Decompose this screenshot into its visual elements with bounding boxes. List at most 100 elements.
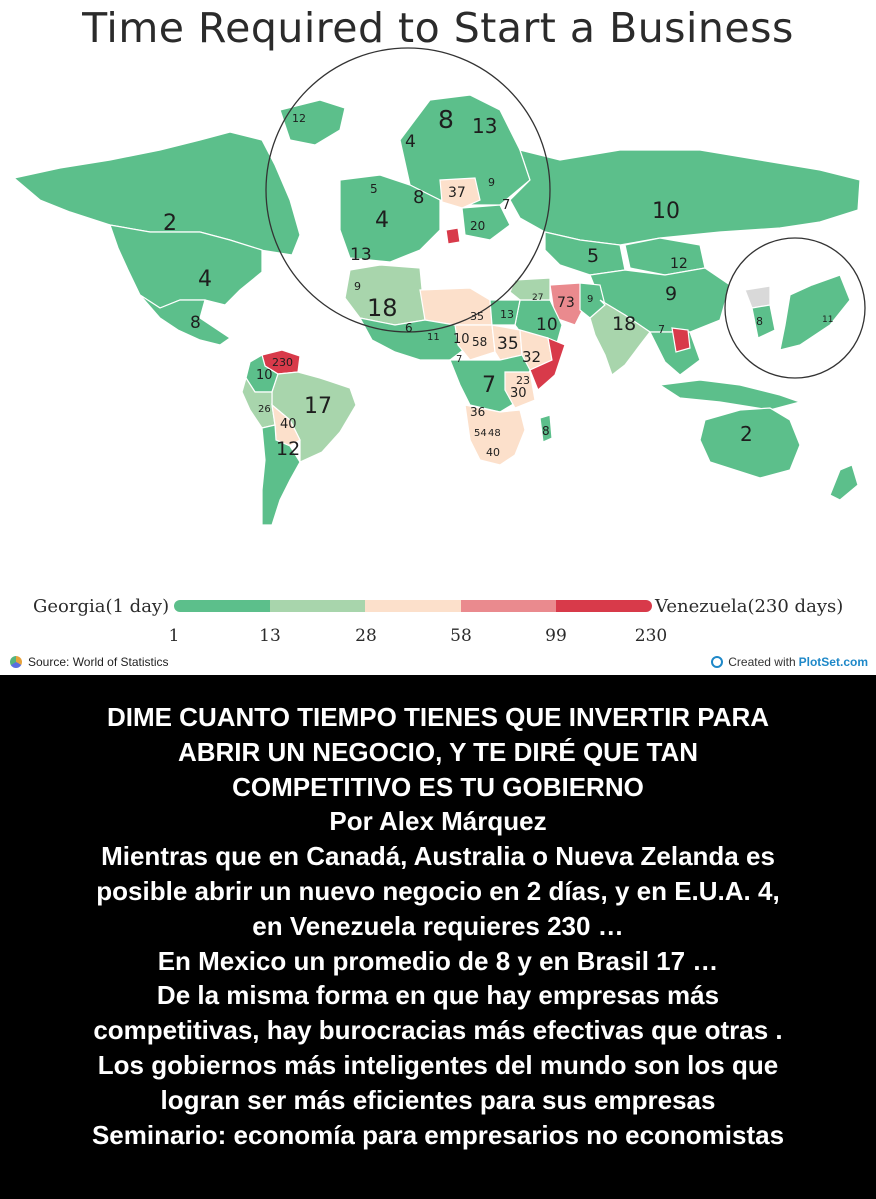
caption-line: De la misma forma en que hay empresas má… [156, 980, 720, 1011]
region-argentina [261, 424, 301, 526]
legend-segment-5 [556, 600, 652, 612]
credit-prefix: Created with [728, 655, 796, 669]
caption-line: en Venezuela requieres 230 … [252, 910, 624, 941]
credit-brand-link[interactable]: PlotSet.com [798, 655, 868, 669]
label-angola: 36 [470, 405, 485, 419]
legend-tick: 99 [545, 626, 567, 646]
plotset-logo-icon [711, 656, 724, 668]
map-panel: 2 4 8 12 230 10 17 26 40 12 4 8 13 5 8 3… [0, 0, 876, 675]
label-mongolia: 12 [670, 256, 688, 272]
region-east-africa [504, 371, 536, 409]
region-australia [699, 407, 801, 479]
caption-line: Los gobiernos más inteligentes del mundo… [97, 1049, 779, 1080]
east-asia-inset-circle [724, 237, 866, 379]
caption-line: COMPETITIVO ES TU GOBIERNO [232, 771, 644, 802]
label-saudi: 10 [536, 315, 558, 335]
label-colombia: 10 [256, 368, 273, 383]
source-text: Source: World of Statistics [28, 655, 169, 669]
label-greenland: 12 [292, 112, 306, 125]
region-russia [509, 149, 861, 246]
label-south-africa: 40 [486, 446, 500, 459]
label-ukraine: 20 [470, 219, 485, 233]
label-myanmar: 7 [658, 323, 665, 336]
region-west-africa [358, 317, 471, 361]
caption-line: En Mexico un promedio de 8 y en Brasil 1… [157, 945, 719, 976]
label-brazil: 17 [304, 394, 332, 419]
region-southern-africa [464, 404, 526, 466]
caption-line: Mientras que en Canadá, Australia o Nuev… [101, 841, 775, 872]
label-west-africa: 6 [405, 321, 413, 335]
label-usa: 4 [198, 267, 212, 292]
label-libya: 35 [470, 310, 484, 323]
label-ethiopia: 32 [522, 348, 541, 366]
caption-text-block: DIME CUANTO TIEMPO TIENES QUE INVERTIR P… [0, 700, 876, 1152]
region-korea [744, 285, 771, 309]
source-line: Source: World of Statistics [10, 655, 169, 669]
label-car: 58 [472, 335, 487, 349]
label-sudan: 35 [497, 334, 519, 354]
legend-segment-4 [460, 600, 557, 612]
region-mideast [509, 277, 551, 301]
region-mexico [139, 294, 232, 346]
label-madagascar: 8 [542, 424, 550, 438]
label-argentina: 12 [276, 438, 300, 460]
label-spain: 9 [354, 280, 361, 293]
label-uk: 5 [370, 182, 378, 196]
label-bolivia: 40 [280, 417, 297, 432]
label-germany: 8 [413, 187, 424, 208]
legend-min-label: Georgia(1 day) [33, 596, 170, 617]
caption-line: DIME CUANTO TIEMPO TIENES QUE INVERTIR P… [106, 702, 770, 732]
label-egypt: 13 [500, 308, 514, 321]
label-belarus: 7 [502, 198, 510, 213]
caption-line: ABRIR UN NEGOCIO, Y TE DIRÉ QUE TAN [177, 736, 699, 767]
world-map: 2 4 8 12 230 10 17 26 40 12 4 8 13 5 8 3… [12, 47, 866, 526]
legend-tick: 58 [450, 626, 472, 646]
caption-line: competitivas, hay burocracias más efecti… [93, 1015, 783, 1046]
label-poland: 37 [448, 185, 466, 201]
label-venezuela: 230 [272, 356, 293, 369]
label-baltics: 9 [488, 176, 495, 189]
label-finland: 13 [472, 114, 497, 138]
region-south-korea [751, 304, 776, 339]
label-pakistan: 9 [587, 294, 593, 305]
label-mexico: 8 [190, 313, 201, 333]
label-india: 18 [612, 313, 636, 335]
region-poland [439, 177, 481, 209]
map-title: Time Required to Start a Business [82, 4, 794, 52]
label-russia: 10 [652, 199, 680, 224]
label-japan: 11 [822, 315, 833, 325]
region-egypt [489, 299, 521, 326]
label-peru: 26 [258, 404, 271, 415]
label-norway: 4 [405, 132, 416, 152]
legend-tick: 28 [355, 626, 377, 646]
region-indonesia [658, 379, 803, 411]
region-ukraine [461, 204, 511, 241]
region-india [589, 299, 651, 376]
label-middle-east: 27 [532, 293, 543, 303]
region-cambodia [671, 327, 691, 353]
legend-segment-1 [174, 600, 270, 612]
label-france: 4 [375, 208, 389, 233]
region-greenland [279, 99, 346, 146]
legend-segment-2 [269, 600, 366, 612]
label-korea: 8 [756, 315, 763, 328]
label-algeria: 18 [367, 294, 398, 322]
label-kazakhstan: 5 [587, 245, 599, 267]
legend-max-label: Venezuela(230 days) [655, 596, 844, 617]
label-chad: 10 [453, 332, 470, 347]
label-canada: 2 [163, 211, 177, 236]
legend-tick: 13 [259, 626, 281, 646]
credit-line[interactable]: Created with PlotSet.com [711, 655, 868, 669]
label-sweden: 8 [438, 105, 454, 134]
caption-line: posible abrir un nuevo negocio en 2 días… [96, 875, 780, 906]
label-botswana: 48 [488, 428, 501, 439]
label-australia: 2 [740, 422, 753, 446]
caption-line: Seminario: economía para empresarios no … [91, 1119, 785, 1150]
label-iran: 73 [557, 295, 575, 311]
europe-inset-circle [265, 47, 551, 333]
label-kenya: 30 [510, 386, 527, 401]
region-europe-west [339, 174, 441, 263]
region-new-zealand [829, 464, 859, 501]
label-somalia: 7 [456, 354, 462, 365]
region-mongolia [624, 237, 706, 276]
